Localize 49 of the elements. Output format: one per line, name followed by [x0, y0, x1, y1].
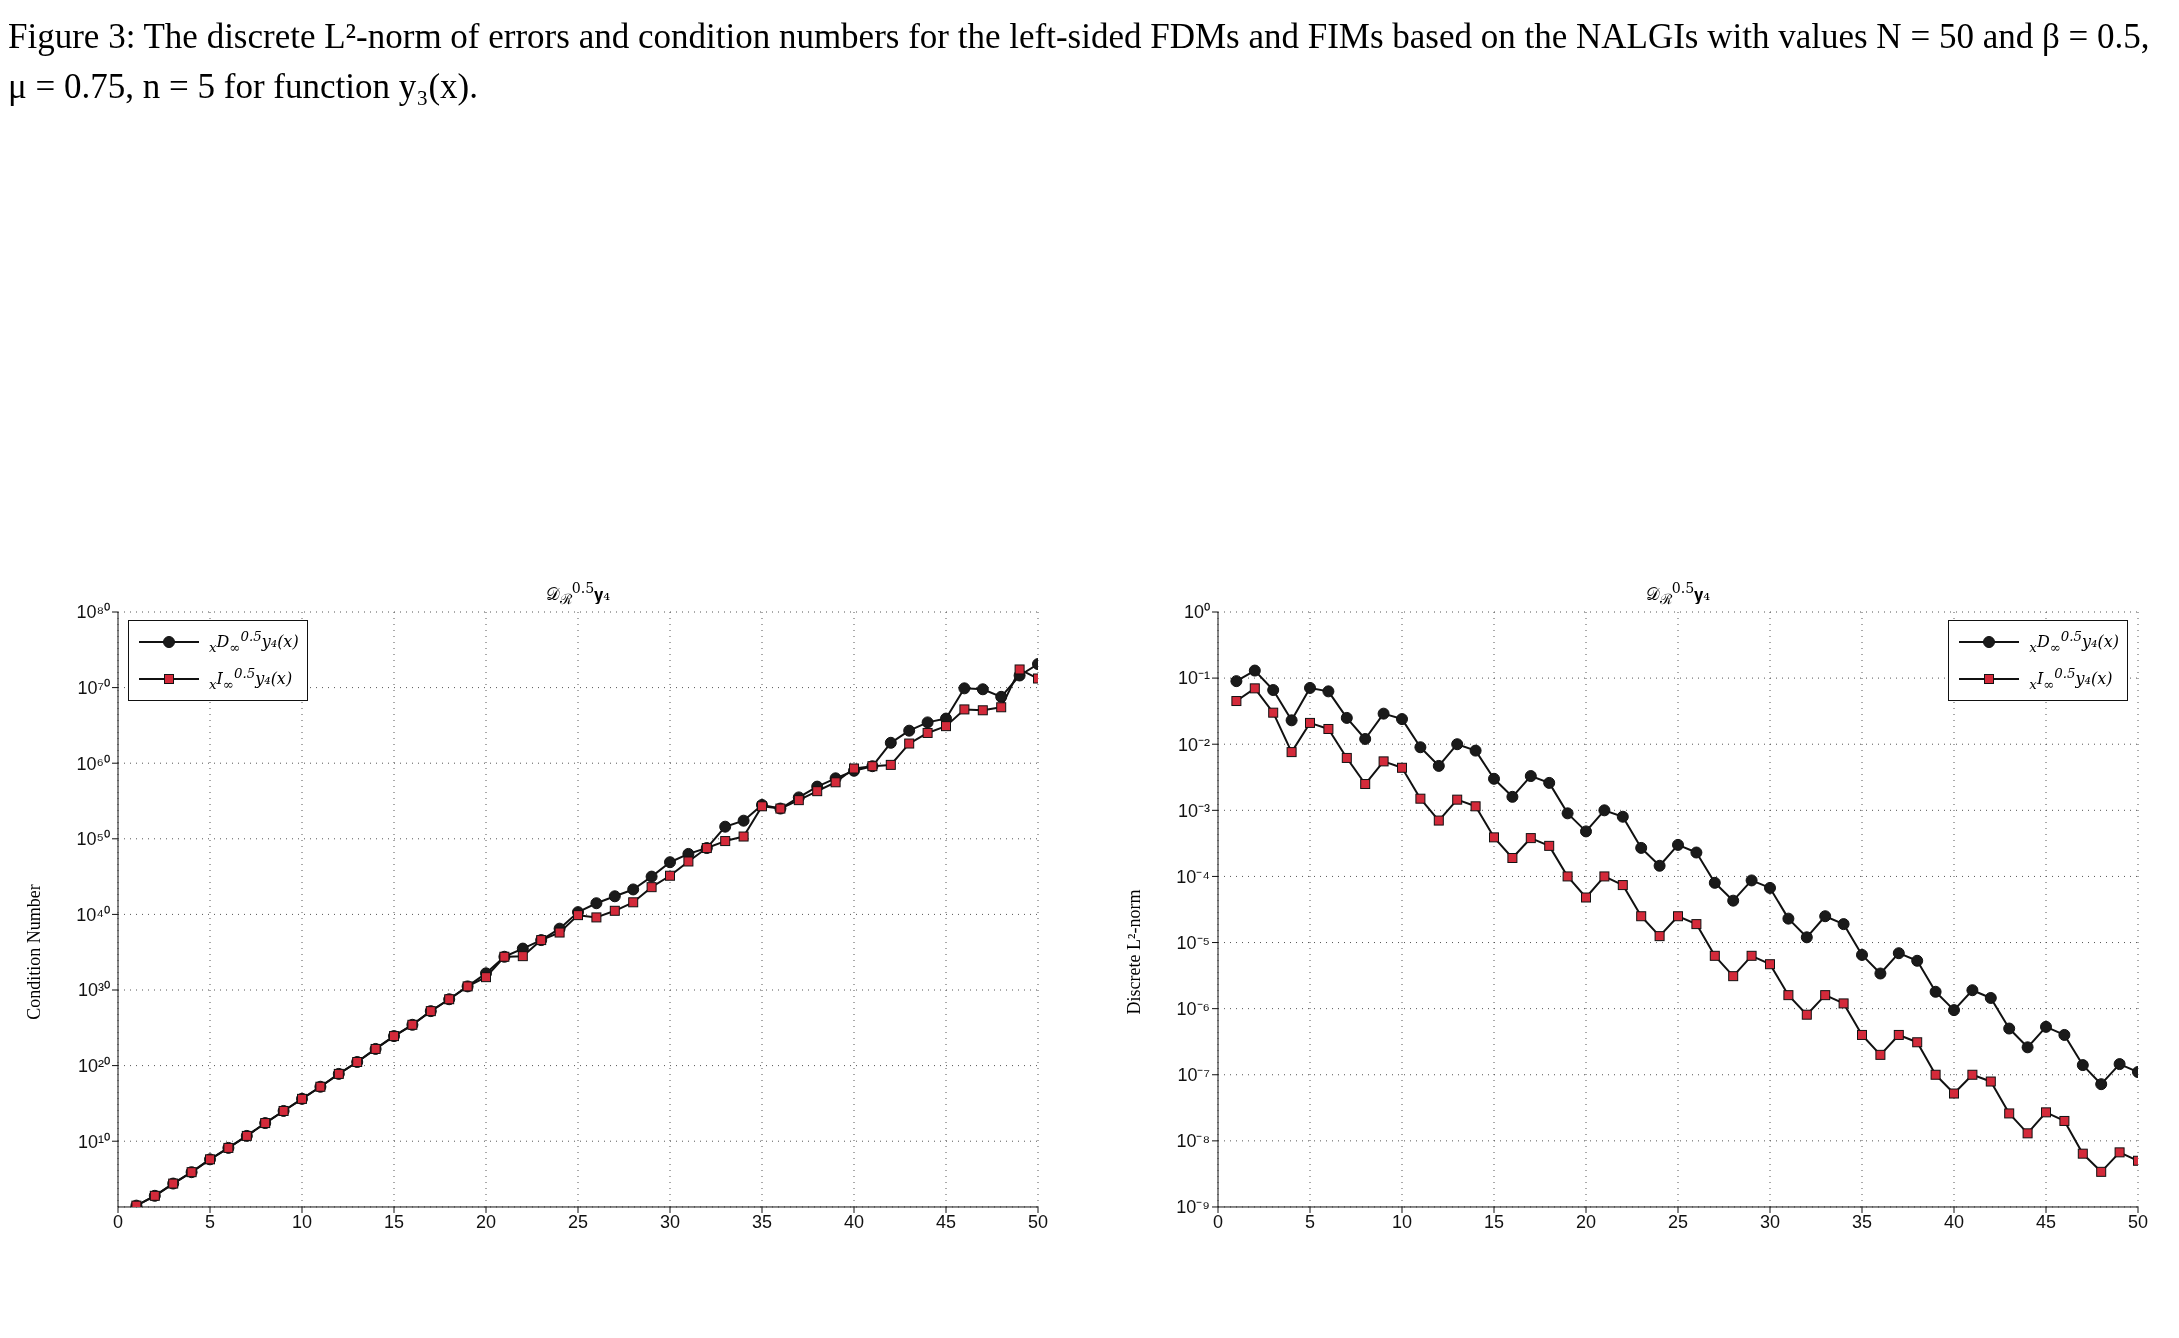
- x-tick-label: 35: [1851, 1211, 1873, 1232]
- x-tick-label: 30: [659, 1211, 681, 1232]
- y-tick-label: 10⁶⁰: [76, 753, 110, 774]
- x-tick-label: 40: [1943, 1211, 1965, 1232]
- x-tick-label: 10: [291, 1211, 313, 1232]
- x-tick-label: 10: [1391, 1211, 1413, 1232]
- y-tick-label: 10⁻²: [1177, 734, 1211, 755]
- x-tick-label: 40: [843, 1211, 865, 1232]
- x-tick-label: 35: [751, 1211, 773, 1232]
- legend-label: $_{x}$I$_{∞}$$^{0.5}$y₄(x): [209, 664, 293, 694]
- y-tick-label: 10⁻⁵: [1176, 932, 1210, 953]
- y-tick-label: 10⁻⁴: [1176, 866, 1210, 887]
- x-tick-label: 0: [112, 1211, 124, 1232]
- y-tick-label: 10⁻¹: [1177, 668, 1211, 689]
- x-tick-label: 5: [204, 1211, 216, 1232]
- y-axis-title: Discrete L²-norm: [1123, 889, 1145, 1015]
- y-tick-label: 10³⁰: [77, 980, 110, 1001]
- legend-label: $_{x}$D$_{∞}$$^{0.5}$y₄(x): [209, 628, 299, 657]
- x-tick-label: 25: [567, 1211, 589, 1232]
- chart-title: 𝒟$_{ℛ}$$^{0.5}$𝐲₄: [1644, 580, 1712, 609]
- legend-label: $_{x}$I$_{∞}$$^{0.5}$y₄(x): [2029, 664, 2113, 694]
- y-tick-label: 10⁰: [1183, 602, 1210, 623]
- y-tick-label: 10⁻³: [1177, 800, 1211, 821]
- chart-title: 𝒟$_{ℛ}$$^{0.5}$𝐲₄: [544, 580, 612, 609]
- legend-label: $_{x}$D$_{∞}$$^{0.5}$y₄(x): [2029, 628, 2119, 657]
- x-tick-label: 15: [1483, 1211, 1505, 1232]
- y-tick-label: 10²⁰: [77, 1055, 110, 1076]
- x-tick-label: 30: [1759, 1211, 1781, 1232]
- y-tick-label: 10⁻⁶: [1176, 999, 1210, 1020]
- x-tick-label: 15: [383, 1211, 405, 1232]
- x-tick-label: 25: [1667, 1211, 1689, 1232]
- x-tick-label: 0: [1212, 1211, 1224, 1232]
- x-tick-label: 20: [475, 1211, 497, 1232]
- y-tick-label: 10⁻⁸: [1176, 1131, 1210, 1152]
- x-tick-label: 20: [1575, 1211, 1597, 1232]
- y-tick-label: 10⁷⁰: [77, 677, 110, 698]
- x-tick-label: 50: [2127, 1211, 2149, 1232]
- x-tick-label: 45: [935, 1211, 957, 1232]
- y-axis-title: Condition Number: [23, 884, 45, 1020]
- y-tick-label: 10⁵⁰: [76, 829, 110, 850]
- y-tick-label: 10⁴⁰: [76, 904, 110, 925]
- y-tick-label: 10¹⁰: [77, 1131, 110, 1152]
- y-tick-label: 10⁻⁷: [1177, 1065, 1210, 1086]
- x-tick-label: 50: [1027, 1211, 1049, 1232]
- caption: Figure 3: The discrete L²-norm of errors and condition numbers for the left-sided FDMs and FIMs based on the NALGIs with values N = 50 and β = 0.5, μ = 0.75, n = 5 for function y₃(x).: [8, 16, 2151, 108]
- y-tick-label: 10⁻⁹: [1176, 1197, 1210, 1218]
- x-tick-label: 5: [1304, 1211, 1316, 1232]
- y-tick-label: 10⁸⁰: [76, 602, 110, 623]
- x-tick-label: 45: [2035, 1211, 2057, 1232]
